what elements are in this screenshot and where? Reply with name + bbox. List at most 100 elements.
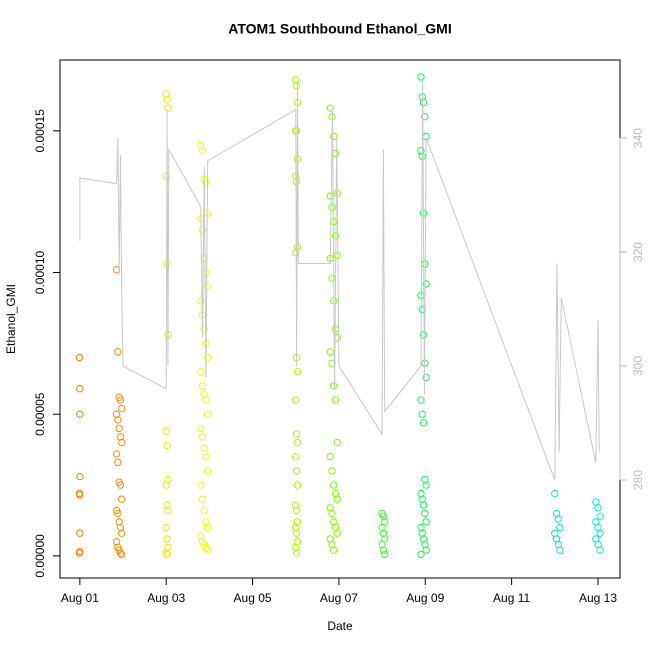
- x-tick-label: Aug 05: [234, 591, 272, 605]
- point: [203, 282, 212, 291]
- point: [292, 127, 301, 135]
- point: [162, 549, 170, 557]
- point: [418, 410, 426, 418]
- point: [330, 382, 338, 390]
- point: [594, 504, 602, 512]
- point: [162, 427, 170, 435]
- point: [76, 410, 84, 418]
- point: [556, 546, 564, 554]
- point: [197, 368, 205, 376]
- chart-title: ATOM1 Southbound Ethanol_GMI: [228, 21, 451, 37]
- point: [112, 538, 121, 546]
- point: [164, 104, 172, 112]
- point: [202, 268, 210, 277]
- point: [292, 178, 301, 186]
- point: [556, 523, 564, 532]
- point: [379, 512, 388, 520]
- point: [421, 475, 429, 484]
- point: [292, 430, 301, 438]
- point: [379, 546, 388, 554]
- point: [421, 112, 429, 121]
- point: [203, 410, 212, 418]
- point: [421, 540, 429, 549]
- point: [118, 529, 126, 537]
- point: [293, 438, 302, 447]
- point: [293, 481, 302, 489]
- point: [203, 546, 212, 554]
- point: [417, 73, 425, 81]
- y2-tick-label: 300: [631, 356, 645, 376]
- point: [417, 489, 425, 498]
- y-tick-label: 0.00005: [33, 392, 47, 436]
- point: [292, 453, 300, 461]
- point: [292, 549, 301, 557]
- point: [551, 489, 559, 498]
- point: [112, 450, 121, 458]
- point: [596, 546, 604, 554]
- point: [419, 501, 428, 509]
- point: [422, 481, 430, 489]
- point: [378, 523, 386, 532]
- y-tick-label: 0.00000: [33, 534, 47, 578]
- point: [118, 438, 126, 447]
- point: [419, 331, 428, 339]
- point: [328, 203, 336, 212]
- point: [292, 501, 300, 509]
- point: [76, 472, 84, 481]
- point: [326, 192, 334, 200]
- point: [163, 501, 171, 509]
- point: [293, 368, 302, 376]
- point: [162, 481, 170, 489]
- point: [380, 550, 389, 559]
- y2-tick-label: 280: [631, 470, 645, 490]
- point: [202, 453, 210, 461]
- point: [331, 396, 340, 404]
- point: [596, 512, 604, 520]
- point: [197, 424, 205, 433]
- y2-tick-label: 340: [631, 128, 645, 148]
- x-tick-label: Aug 01: [61, 591, 99, 605]
- point: [116, 396, 125, 404]
- point: [76, 529, 84, 537]
- point: [422, 518, 430, 526]
- point: [200, 506, 208, 515]
- point: [202, 178, 210, 186]
- point: [162, 523, 170, 532]
- x-tick-label: Aug 11: [493, 591, 530, 605]
- point: [114, 458, 122, 467]
- point: [330, 546, 338, 554]
- line: [79, 81, 600, 481]
- point: [422, 373, 430, 382]
- point: [202, 396, 210, 404]
- point: [118, 404, 126, 413]
- point: [163, 535, 171, 543]
- point: [163, 441, 171, 450]
- point: [422, 546, 430, 554]
- point: [75, 549, 84, 557]
- x-axis-label: Date: [327, 619, 353, 633]
- point: [198, 226, 207, 234]
- point: [203, 467, 212, 475]
- point: [164, 506, 172, 515]
- point: [76, 491, 84, 499]
- point: [326, 348, 334, 356]
- point: [163, 550, 171, 559]
- point: [418, 529, 426, 537]
- point: [421, 509, 429, 518]
- point: [114, 416, 122, 424]
- point: [203, 523, 212, 532]
- point: [333, 438, 341, 447]
- point: [198, 382, 207, 390]
- point: [417, 550, 425, 559]
- point: [163, 95, 171, 104]
- point: [292, 396, 300, 404]
- point: [116, 523, 125, 532]
- point: [198, 146, 207, 155]
- point: [417, 523, 425, 532]
- x-tick-label: Aug 13: [579, 591, 617, 605]
- point: [112, 265, 121, 274]
- point: [422, 280, 430, 288]
- point: [554, 515, 562, 523]
- point: [417, 396, 425, 404]
- point: [118, 495, 126, 503]
